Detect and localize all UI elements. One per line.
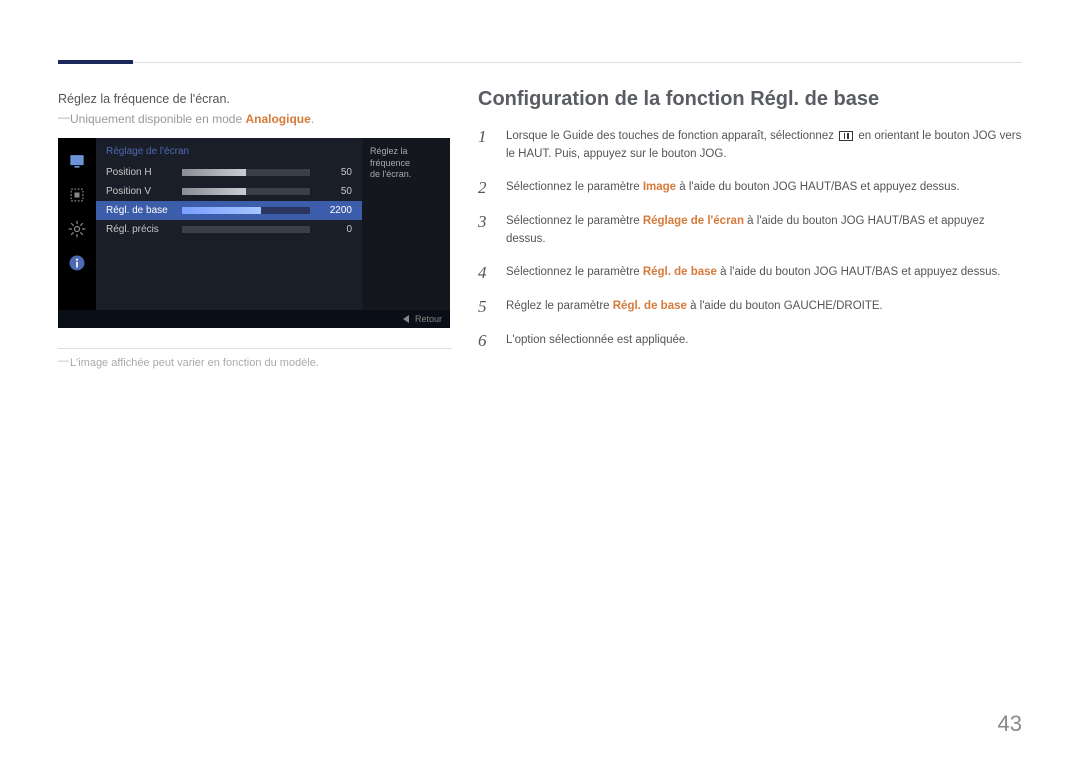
step-pre: Réglez le paramètre (506, 300, 613, 312)
brightness-icon (62, 146, 92, 176)
step-text: Lorsque le Guide des touches de fonction… (506, 127, 1022, 164)
step-text: L'option sélectionnée est appliquée. (506, 331, 689, 349)
osd-menu-title: Réglage de l'écran (96, 138, 362, 163)
osd-footer: Retour (58, 310, 450, 328)
osd-row-label: Position V (106, 186, 176, 197)
osd-rows-container: Position H 50 Position V 50 Régl. de base 220… (96, 163, 362, 239)
mode-note: Uniquement disponible en mode Analogique… (58, 112, 452, 126)
osd-slider (182, 207, 310, 214)
step: 1 Lorsque le Guide des touches de fonctio… (478, 127, 1022, 164)
osd-slider-fill (182, 188, 246, 195)
osd-screenshot: Réglage de l'écran Position H50Position … (58, 138, 450, 328)
osd-icon-column (58, 138, 96, 310)
step-text: Sélectionnez le paramètre Image à l'aide… (506, 178, 960, 196)
step-post: à l'aide du bouton JOG HAUT/BAS et appuy… (676, 181, 959, 193)
settings-icon (62, 214, 92, 244)
osd-row-value: 2200 (316, 205, 352, 216)
step-number: 1 (478, 127, 492, 147)
osd-row-label: Position H (106, 167, 176, 178)
osd-desc-line1: Réglez la fréquence (370, 146, 442, 169)
step-number: 2 (478, 178, 492, 198)
retour-label: Retour (415, 314, 442, 324)
osd-desc-line2: de l'écran. (370, 169, 442, 181)
step-pre: Lorsque le Guide des touches de fonction… (506, 130, 837, 142)
step-number: 6 (478, 331, 492, 351)
step-highlight: Image (643, 181, 676, 193)
page-number: 43 (998, 711, 1022, 737)
osd-slider-fill (182, 169, 246, 176)
section-title: Configuration de la fonction Régl. de ba… (478, 88, 1022, 111)
osd-row-value: 50 (316, 167, 352, 178)
step-number: 5 (478, 297, 492, 317)
step: 6 L'option sélectionnée est appliquée. (478, 331, 1022, 351)
picture-icon (62, 180, 92, 210)
osd-slider (182, 188, 310, 195)
menu-grid-icon (839, 131, 853, 141)
steps-list: 1 Lorsque le Guide des touches de fonctio… (478, 127, 1022, 351)
osd-slider-fill (182, 207, 261, 214)
step: 5 Réglez le paramètre Régl. de base à l'a… (478, 297, 1022, 317)
osd-row-value: 50 (316, 186, 352, 197)
step-text: Réglez le paramètre Régl. de base à l'ai… (506, 297, 883, 315)
step-post: à l'aide du bouton JOG HAUT/BAS et appuy… (717, 266, 1000, 278)
note-prefix: Uniquement disponible en mode (70, 112, 245, 126)
step: 4 Sélectionnez le paramètre Régl. de base… (478, 263, 1022, 283)
step: 3 Sélectionnez le paramètre Réglage de l'… (478, 212, 1022, 249)
step-number: 3 (478, 212, 492, 232)
osd-row: Position V 50 (96, 182, 362, 201)
header-accent (58, 60, 133, 64)
step-highlight: Régl. de base (613, 300, 687, 312)
left-column: Réglez la fréquence de l'écran. Uniqueme… (58, 92, 452, 369)
osd-row: Régl. de base 2200 (96, 201, 362, 220)
step-pre: Sélectionnez le paramètre (506, 266, 643, 278)
step-highlight: Réglage de l'écran (643, 215, 744, 227)
intro-text: Réglez la fréquence de l'écran. (58, 92, 452, 106)
osd-menu-column: Réglage de l'écran Position H50Position … (96, 138, 362, 310)
step-highlight: Régl. de base (643, 266, 717, 278)
left-divider (58, 348, 452, 349)
note-highlight: Analogique (245, 112, 310, 126)
osd-slider (182, 226, 310, 233)
step-post: à l'aide du bouton GAUCHE/DROITE. (687, 300, 883, 312)
step-number: 4 (478, 263, 492, 283)
note-suffix: . (311, 112, 314, 126)
step-pre: Sélectionnez le paramètre (506, 215, 643, 227)
info-icon (62, 248, 92, 278)
back-arrow-icon (403, 315, 409, 323)
step-text: Sélectionnez le paramètre Régl. de base … (506, 263, 1000, 281)
osd-slider (182, 169, 310, 176)
step-text: Sélectionnez le paramètre Réglage de l'é… (506, 212, 1022, 249)
header-divider (58, 62, 1022, 63)
osd-body: Réglage de l'écran Position H50Position … (58, 138, 450, 310)
step-pre: L'option sélectionnée est appliquée. (506, 334, 689, 346)
osd-row: Position H 50 (96, 163, 362, 182)
model-footnote: L'image affichée peut varier en fonction… (58, 357, 452, 369)
step: 2 Sélectionnez le paramètre Image à l'aid… (478, 178, 1022, 198)
osd-row: Régl. précis 0 (96, 220, 362, 239)
osd-row-label: Régl. de base (106, 205, 176, 216)
right-column: Configuration de la fonction Régl. de ba… (478, 88, 1022, 351)
osd-description: Réglez la fréquence de l'écran. (362, 138, 450, 310)
step-pre: Sélectionnez le paramètre (506, 181, 643, 193)
osd-row-label: Régl. précis (106, 224, 176, 235)
osd-row-value: 0 (316, 224, 352, 235)
